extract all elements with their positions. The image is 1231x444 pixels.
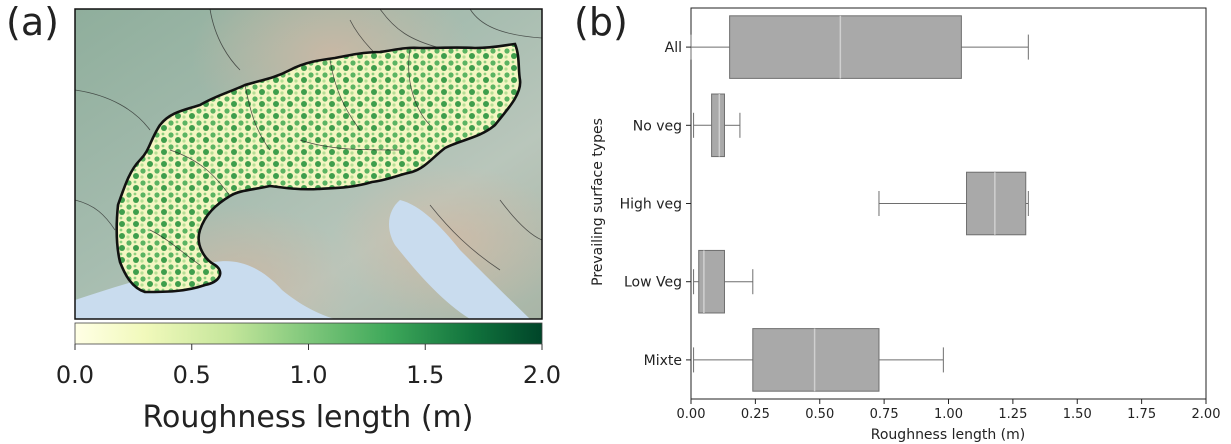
map-frame	[74, 8, 543, 320]
box-high-veg	[878, 171, 1029, 236]
ligurian-sea	[75, 261, 335, 319]
iqr-box	[966, 171, 1027, 236]
y-axis-label: Prevailing surface types	[590, 118, 606, 286]
box-low-veg	[693, 249, 754, 314]
y-tick-label: High veg	[620, 197, 682, 213]
iqr-box	[698, 249, 725, 314]
y-axis-ticks: All No veg High veg Low Veg Mixte	[620, 40, 691, 369]
colorbar-tick-label: 0.5	[173, 361, 211, 389]
x-tick-label: 0.25	[741, 407, 770, 422]
box-all	[690, 15, 1029, 79]
x-tick-label: 1.50	[1063, 407, 1092, 422]
adriatic-sea	[388, 200, 530, 319]
colorbar-tick-label: 1.0	[289, 361, 327, 389]
iqr-box	[711, 93, 725, 158]
panel-a-label: (a)	[6, 0, 59, 44]
y-tick-label: Mixte	[644, 353, 682, 369]
x-tick-label: 0.50	[805, 407, 834, 422]
colorbar-tick-label: 1.5	[406, 361, 444, 389]
x-tick-label: 0.00	[677, 407, 706, 422]
iqr-box	[752, 328, 880, 392]
colorbar-ticks: 0.0 0.5 1.0 1.5 2.0	[56, 344, 561, 389]
iqr-box	[729, 15, 962, 79]
y-tick-label: Low Veg	[624, 275, 682, 291]
x-axis-label: Roughness length (m)	[871, 427, 1025, 443]
y-tick-label: No veg	[633, 118, 682, 134]
colorbar-tick-label: 2.0	[523, 361, 561, 389]
boxplot-boxes	[690, 15, 1029, 392]
y-tick-label: All	[665, 40, 682, 56]
x-tick-label: 1.75	[1127, 407, 1156, 422]
x-tick-label: 1.00	[934, 407, 963, 422]
region-borders	[149, 49, 431, 266]
box-mixte	[693, 328, 944, 392]
box-no-veg	[693, 93, 741, 158]
colorbar-tick-label: 0.0	[56, 361, 94, 389]
panel-b-label: (b)	[574, 0, 628, 44]
colorbar-label: Roughness length (m)	[143, 400, 474, 435]
x-tick-label: 0.75	[870, 407, 899, 422]
x-axis-ticks: 0.00 0.25 0.50 0.75 1.00 1.25 1.50 1.75 2.00	[677, 399, 1221, 422]
x-tick-label: 2.00	[1192, 407, 1221, 422]
x-tick-label: 1.25	[998, 407, 1027, 422]
